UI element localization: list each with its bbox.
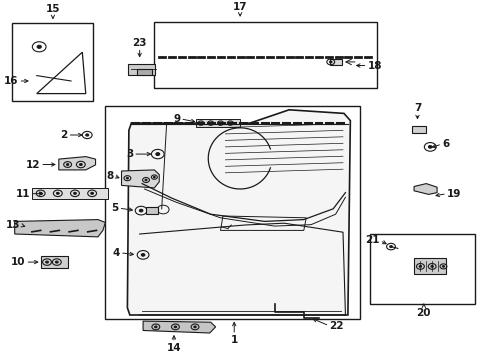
Bar — [370, 234, 475, 304]
Bar — [154, 22, 377, 88]
Circle shape — [174, 326, 176, 328]
Text: 23: 23 — [132, 37, 147, 48]
Circle shape — [156, 153, 160, 156]
Text: 13: 13 — [6, 220, 21, 230]
Circle shape — [74, 192, 76, 194]
Circle shape — [428, 145, 432, 148]
FancyBboxPatch shape — [330, 59, 342, 65]
FancyBboxPatch shape — [41, 256, 69, 269]
Polygon shape — [15, 220, 105, 237]
Circle shape — [67, 164, 69, 165]
Circle shape — [155, 326, 157, 328]
Circle shape — [37, 45, 41, 48]
Text: 18: 18 — [368, 60, 382, 71]
Circle shape — [200, 122, 202, 124]
FancyBboxPatch shape — [412, 126, 426, 133]
Bar — [105, 106, 360, 319]
FancyBboxPatch shape — [127, 64, 154, 75]
Circle shape — [39, 192, 42, 194]
Circle shape — [141, 253, 145, 256]
Circle shape — [91, 192, 94, 194]
Circle shape — [145, 179, 147, 181]
Circle shape — [419, 266, 421, 267]
Circle shape — [220, 122, 221, 124]
Text: 8: 8 — [106, 171, 114, 181]
Text: 12: 12 — [25, 159, 40, 170]
Text: 11: 11 — [16, 189, 30, 199]
Circle shape — [79, 163, 82, 166]
Circle shape — [46, 261, 49, 263]
Circle shape — [139, 209, 143, 212]
Text: 14: 14 — [167, 343, 181, 353]
Text: 5: 5 — [111, 203, 119, 213]
Text: 10: 10 — [11, 257, 25, 267]
Polygon shape — [414, 184, 437, 194]
Circle shape — [153, 176, 155, 178]
Polygon shape — [143, 321, 216, 333]
Polygon shape — [127, 110, 350, 315]
Text: 1: 1 — [231, 335, 238, 345]
Text: 3: 3 — [126, 149, 133, 159]
Polygon shape — [59, 157, 96, 170]
Circle shape — [86, 134, 89, 136]
FancyBboxPatch shape — [196, 119, 240, 127]
Text: 6: 6 — [442, 139, 449, 149]
Text: 20: 20 — [416, 308, 431, 318]
Text: 4: 4 — [113, 248, 120, 258]
Bar — [12, 23, 93, 101]
Circle shape — [194, 326, 196, 328]
Circle shape — [442, 266, 444, 267]
FancyBboxPatch shape — [137, 69, 152, 75]
Text: 2: 2 — [60, 130, 68, 140]
Text: 9: 9 — [173, 114, 180, 124]
FancyBboxPatch shape — [415, 258, 446, 274]
FancyBboxPatch shape — [32, 188, 108, 199]
Text: 19: 19 — [447, 189, 461, 199]
Circle shape — [126, 177, 128, 179]
Circle shape — [330, 61, 332, 63]
Text: 15: 15 — [46, 4, 60, 14]
Text: 7: 7 — [414, 103, 421, 113]
Text: 17: 17 — [233, 1, 247, 12]
Circle shape — [431, 266, 433, 267]
Text: 22: 22 — [329, 321, 344, 331]
Circle shape — [210, 122, 212, 124]
Circle shape — [55, 261, 58, 263]
Polygon shape — [122, 170, 159, 188]
Text: 21: 21 — [365, 235, 380, 246]
Circle shape — [390, 246, 392, 248]
Circle shape — [229, 122, 231, 124]
Text: 16: 16 — [4, 76, 19, 86]
FancyBboxPatch shape — [146, 207, 158, 214]
Circle shape — [56, 192, 59, 194]
